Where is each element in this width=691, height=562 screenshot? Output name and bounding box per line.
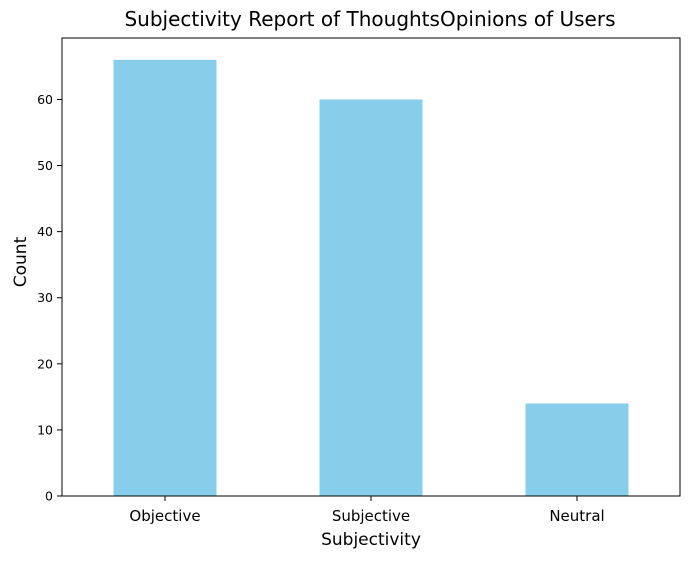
x-tick-label: Subjective [332, 507, 410, 525]
y-axis-label: Count [11, 236, 31, 287]
bar-objective [113, 59, 217, 497]
x-tick-label: Objective [129, 507, 200, 525]
chart-title: Subjectivity Report of ThoughtsOpinions … [124, 7, 615, 31]
bar-neutral [525, 403, 629, 496]
y-tick-label: 40 [37, 224, 53, 239]
plot-frame [61, 37, 681, 497]
x-axis-label: Subjectivity [321, 530, 421, 550]
y-tick-label: 30 [37, 290, 53, 305]
y-tick-label: 50 [37, 158, 53, 173]
bar-subjective [319, 99, 423, 497]
plot-area: Objective Subjective Neutral 0 10 20 30 40 50 60 [37, 37, 681, 525]
x-tick-label: Neutral [549, 507, 604, 525]
y-tick-label: 20 [37, 356, 53, 371]
y-tick-label: 60 [37, 92, 53, 107]
y-tick-label: 10 [37, 422, 53, 437]
y-tick-label: 0 [45, 489, 53, 504]
